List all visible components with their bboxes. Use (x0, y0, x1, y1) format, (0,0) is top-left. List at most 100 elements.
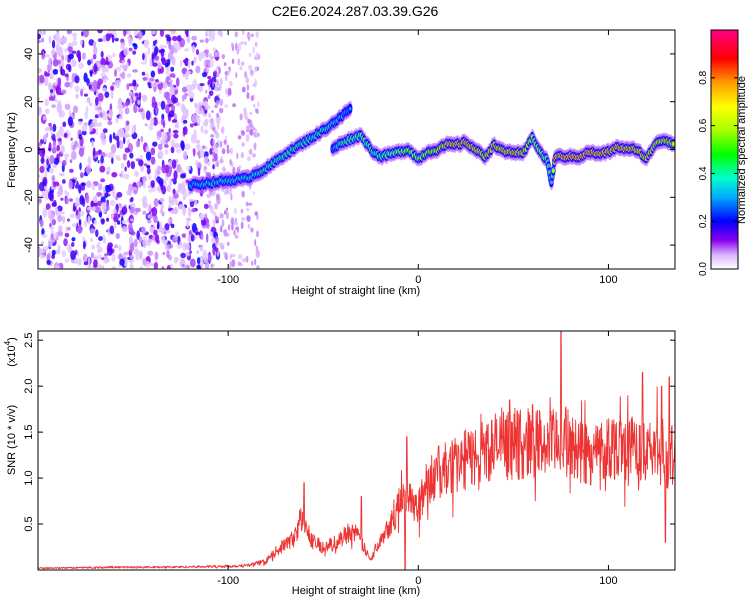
spectrogram-cell (78, 55, 82, 62)
spectrogram-cell (126, 160, 131, 168)
spectrogram-cell (155, 79, 159, 83)
spectrogram-cell (183, 126, 188, 136)
snr-frame (37, 330, 676, 571)
spectrogram-cell (195, 65, 201, 74)
spectrogram-cell (92, 195, 98, 204)
spectrogram-cell (226, 148, 230, 154)
spectrogram-cell (156, 224, 160, 230)
spectrogram-cell (167, 51, 174, 61)
spectrogram-cell (175, 148, 182, 154)
spectrogram-cell (83, 72, 88, 83)
spectrogram-cell (199, 148, 205, 158)
spectrogram-cell (142, 238, 148, 249)
spectrogram-cell (121, 225, 128, 233)
spectrogram-cell (68, 53, 74, 60)
spectrogram-cell (69, 213, 75, 219)
colorbar-tick-label: 0.4 (698, 166, 709, 180)
spectrogram-cell (69, 81, 73, 90)
spectrogram-cell (237, 261, 242, 266)
snr-x-tick-label: 0 (415, 575, 421, 587)
spectrogram-cell (87, 215, 91, 225)
spectrogram-panel: -100 0 100 -40 -20 0 20 40 Height of straight … (6, 29, 676, 297)
spectrogram-cell (118, 244, 122, 252)
spectrogram-cell (216, 250, 220, 257)
spectrogram-cell (142, 179, 146, 189)
spectrogram-cell (38, 106, 42, 116)
spectrogram-cell (209, 34, 216, 42)
spectrogram-cell (49, 89, 54, 94)
spectrogram-cell (163, 44, 168, 49)
spectrogram-cell (186, 219, 190, 228)
spectrogram-cell (217, 30, 222, 36)
spectrogram-cell (236, 152, 239, 160)
spectrogram-cell (64, 232, 70, 238)
spectrogram-cell (232, 103, 237, 108)
spectrogram-cell (245, 76, 250, 84)
spectrogram-cell (138, 159, 144, 167)
spectrogram-cell (211, 80, 215, 88)
spectrogram-cell (256, 108, 259, 115)
spectrogram-y-tick-label: 40 (23, 48, 35, 60)
spectrogram-cell (119, 115, 124, 120)
spectrogram-cell (144, 123, 148, 127)
spectrogram-x-axis-label: Height of straight line (km) (292, 285, 420, 297)
spectrogram-cell (174, 123, 180, 129)
spectrogram-cell (99, 64, 106, 69)
spectrogram-cell (184, 143, 191, 151)
spectrogram-cell (126, 189, 133, 196)
spectrogram-cell (155, 106, 159, 115)
spectrogram-cell (96, 254, 103, 260)
spectrogram-cell (87, 59, 92, 66)
spectrogram-cell (109, 225, 115, 235)
spectrogram-cell (39, 74, 45, 84)
spectrogram-cell (174, 190, 181, 194)
spectrogram-cell (170, 138, 175, 147)
spectrogram-cell (182, 119, 188, 124)
spectrogram-cell (149, 262, 155, 267)
spectrogram-cell (208, 90, 214, 97)
spectrogram-cell (57, 205, 63, 212)
spectrogram-cell (256, 214, 259, 221)
spectrogram-cell (234, 234, 239, 239)
spectrogram-cells (38, 30, 675, 269)
spectrogram-cell (96, 191, 102, 197)
spectrogram-cell (157, 63, 163, 70)
spectrogram-cell (197, 167, 201, 176)
spectrogram-cell (240, 41, 245, 45)
spectrogram-cell (211, 237, 216, 244)
colorbar-tick-label: 0.8 (698, 70, 709, 84)
spectrogram-cell (109, 133, 113, 144)
spectrogram-cell (111, 265, 116, 269)
spectrogram-cell (252, 131, 257, 137)
spectrogram-cell (150, 147, 156, 156)
spectrogram-cell (42, 207, 48, 218)
spectrogram-cell (69, 168, 74, 173)
spectrogram-cell (138, 91, 142, 101)
spectrogram-cell (180, 140, 185, 150)
spectrogram-cell (38, 173, 41, 179)
spectrogram-cell (53, 181, 57, 188)
spectrogram-cell (246, 156, 252, 162)
spectrogram-cell (214, 69, 218, 73)
spectrogram-cell (55, 249, 60, 255)
spectrogram-cell (160, 206, 163, 215)
spectrogram-cell (116, 220, 121, 225)
spectrogram-cell (110, 213, 114, 220)
spectrogram-cell (249, 128, 254, 136)
spectrogram-cell (131, 186, 138, 191)
spectrogram-cell (191, 113, 198, 124)
spectrogram-cell (253, 142, 257, 151)
spectrogram-cell (44, 193, 50, 200)
spectrogram-cell (136, 181, 143, 188)
spectrogram-cell (248, 148, 253, 155)
spectrogram-cell (137, 99, 141, 106)
spectrogram-cell (56, 190, 61, 198)
spectrogram-cell (200, 125, 204, 134)
spectrogram-cell (83, 30, 89, 38)
spectrogram-cell (168, 128, 171, 133)
spectrogram-cell (224, 88, 229, 95)
snr-y-tick-label: 1.0 (23, 470, 35, 485)
spectrogram-cell (213, 190, 216, 196)
spectrogram-cell (219, 107, 224, 114)
spectrogram-cell (61, 179, 66, 184)
